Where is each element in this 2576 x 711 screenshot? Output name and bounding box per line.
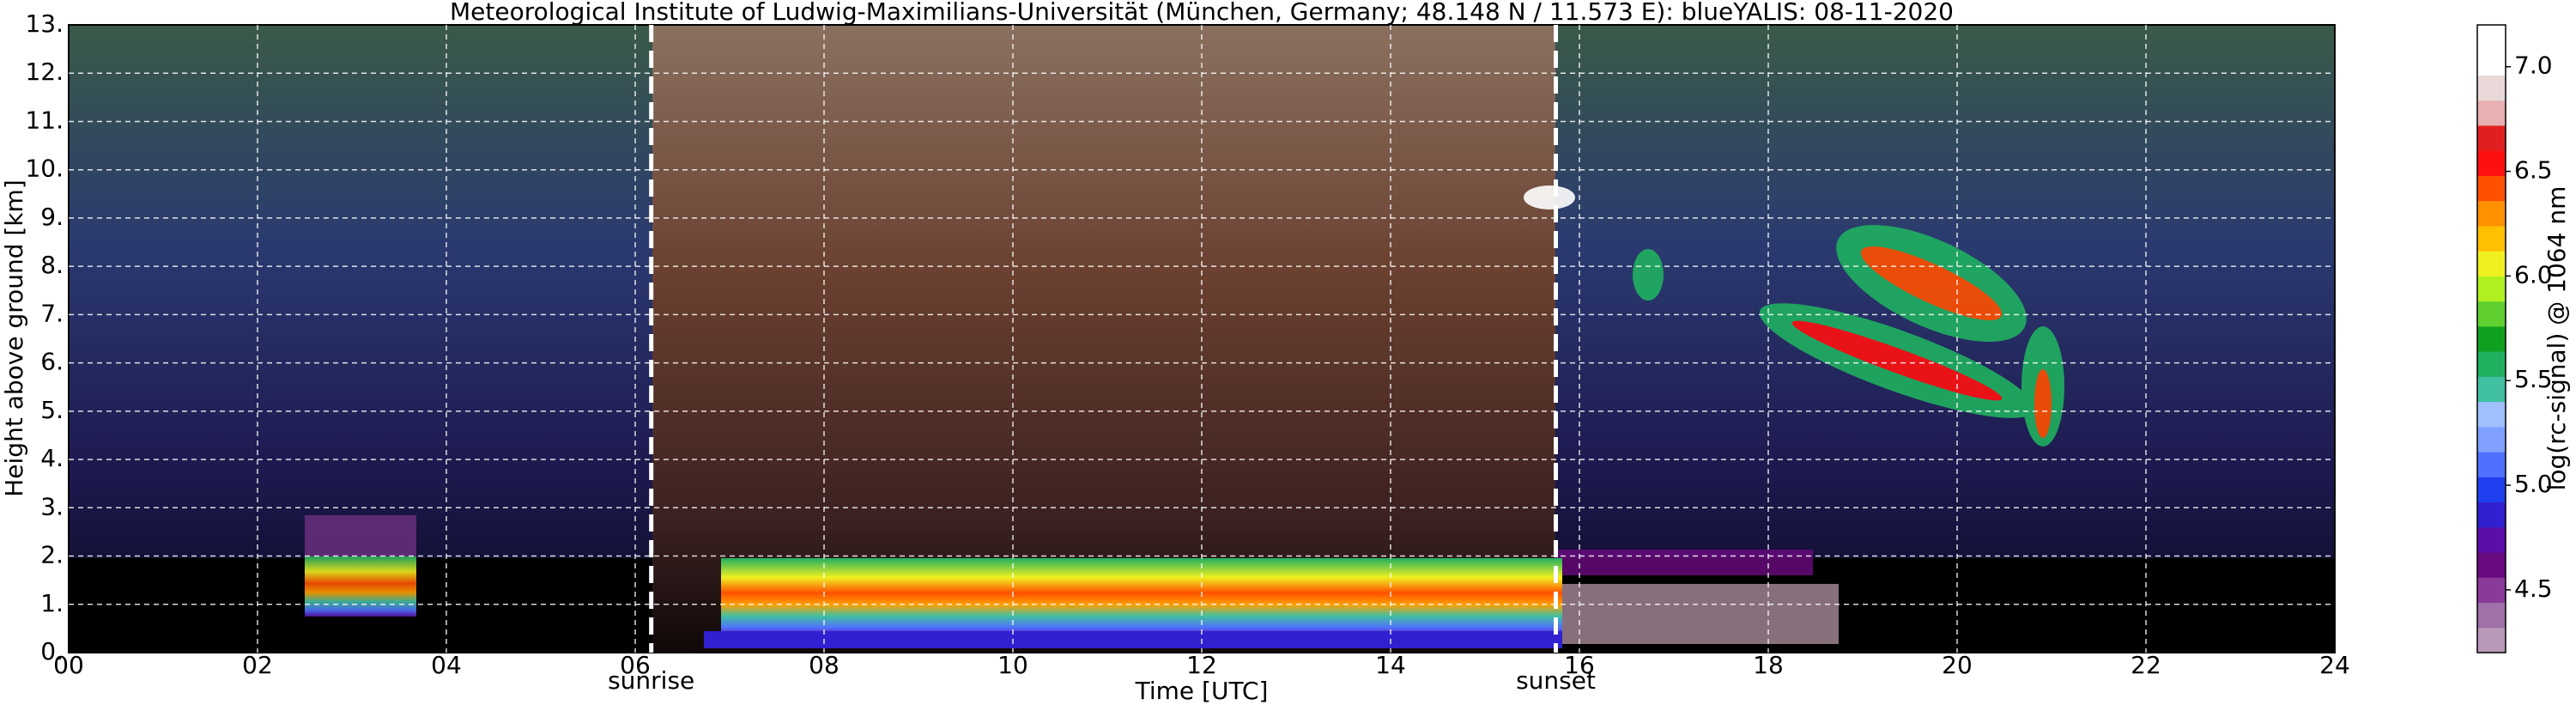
colorbar-segment: [2477, 25, 2506, 51]
colorbar-tick-label: 4.5: [2514, 574, 2553, 603]
colorbar-segment: [2477, 100, 2506, 126]
colorbar-label: log(rc-signal) @ 1064 nm: [2543, 186, 2571, 491]
annotation-label: sunrise: [608, 666, 694, 695]
aerosol: [305, 515, 416, 556]
colorbar-segment: [2477, 325, 2506, 352]
colorbar-segment: [2477, 75, 2506, 101]
colorbar-frame: [2476, 24, 2506, 653]
colorbar-segment: [2477, 526, 2506, 553]
x-tick-label: 16: [1564, 651, 1595, 679]
y-tick-label: 4.: [40, 444, 64, 472]
x-tick-label: 02: [242, 651, 273, 679]
aerosol: [1555, 584, 1839, 644]
colorbar-segment: [2477, 175, 2506, 202]
cloud-part: [1860, 246, 2003, 320]
aerosol: [305, 556, 416, 617]
colorbar-segment: [2477, 552, 2506, 578]
y-tick-label: 1.: [40, 589, 64, 617]
colorbar-segment: [2477, 276, 2506, 302]
colorbar-segment: [2477, 401, 2506, 428]
colorbar-segment: [2477, 200, 2506, 227]
y-tick-label: 8.: [40, 251, 64, 279]
colorbar-tick-label: 5.5: [2514, 365, 2553, 393]
colorbar-segment: [2477, 251, 2506, 276]
x-tick-label: 06: [620, 651, 651, 679]
x-tick-label: 22: [2131, 651, 2161, 679]
x-tick-label: 18: [1753, 651, 1784, 679]
annotation-label: sunset: [1516, 666, 1596, 695]
y-tick-label: 13.: [25, 9, 64, 38]
colorbar-segment: [2477, 125, 2506, 151]
colorbar-tick-label: 7.0: [2514, 52, 2553, 80]
x-tick-label: 00: [53, 651, 84, 679]
colorbar-tick-label: 6.5: [2514, 156, 2553, 185]
colorbar-segment: [2477, 50, 2506, 76]
colorbar-segment: [2477, 627, 2506, 653]
x-tick-label: 24: [2319, 651, 2350, 679]
y-tick-label: 12.: [25, 58, 64, 86]
colorbar-segment: [2477, 150, 2506, 176]
y-tick-label: 3.: [40, 492, 64, 520]
y-tick-label: 9.: [40, 203, 64, 231]
colorbar-segment: [2477, 351, 2506, 377]
colorbar-segment: [2477, 577, 2506, 604]
colorbar-segment: [2477, 602, 2506, 629]
background-day: [652, 25, 1555, 653]
y-tick-label: 0.: [40, 637, 64, 665]
y-tick-label: 6.: [40, 348, 64, 376]
colorbar-segment: [2477, 426, 2506, 453]
cloud-part: [1524, 185, 1575, 210]
x-tick-label: 12: [1186, 651, 1217, 679]
boundary-layer: [721, 558, 1562, 635]
chart-title: Meteorological Institute of Ludwig-Maxim…: [450, 0, 1954, 26]
cloud-part: [1633, 249, 1664, 301]
colorbar-tick-label: 6.0: [2514, 260, 2553, 289]
x-tick-label: 08: [809, 651, 839, 679]
aerosol: [1555, 550, 1813, 575]
cloud: [1524, 185, 2064, 447]
colorbar-segment: [2477, 501, 2506, 528]
y-tick-label: 11.: [25, 106, 64, 134]
cloud-part: [2034, 369, 2052, 438]
colorbar-segment: [2477, 452, 2506, 477]
y-tick-label: 5.: [40, 396, 64, 424]
colorbar-segment: [2477, 477, 2506, 503]
y-axis-label: Height above ground [km]: [0, 179, 28, 497]
colorbar-segment: [2477, 225, 2506, 252]
boundary-layer: [704, 631, 1562, 648]
x-tick-label: 14: [1375, 651, 1406, 679]
cloud-part: [1791, 320, 2003, 401]
colorbar-segment: [2477, 376, 2506, 403]
x-tick-label: 10: [997, 651, 1028, 679]
y-tick-label: 2.: [40, 541, 64, 569]
x-tick-label: 20: [1942, 651, 1973, 679]
y-tick-label: 7.: [40, 299, 64, 327]
colorbar-tick-label: 5.0: [2514, 470, 2553, 498]
x-axis-label: Time [UTC]: [1135, 677, 1269, 705]
x-tick-label: 04: [431, 651, 462, 679]
y-tick-label: 10.: [25, 155, 64, 183]
colorbar-segment: [2477, 301, 2506, 327]
